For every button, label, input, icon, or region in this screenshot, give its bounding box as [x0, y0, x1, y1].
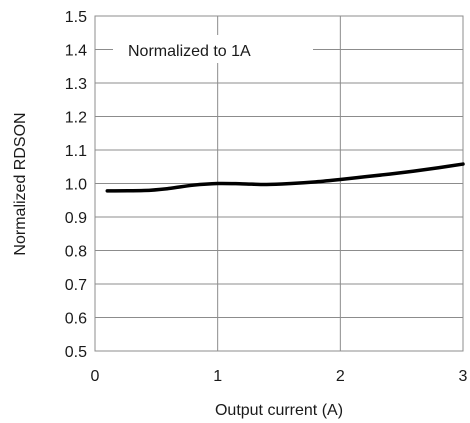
- y-tick-label: 0.6: [65, 311, 87, 328]
- x-tick-labels: 0 1 2 3: [91, 368, 468, 385]
- x-tick-label: 1: [213, 368, 222, 385]
- annotation-background: [113, 35, 313, 63]
- y-tick-labels: 0.5 0.6 0.7 0.8 0.9 1.0 1.1 1.2 1.3 1.4 1.5: [65, 9, 87, 361]
- annotation: Normalized to 1A: [113, 35, 313, 63]
- x-tick-label: 3: [459, 368, 468, 385]
- y-tick-label: 1.3: [65, 76, 87, 93]
- y-tick-label: 0.7: [65, 277, 87, 294]
- plot-frame: [94, 15, 464, 352]
- series: [105, 162, 465, 193]
- x-axis-title: Output current (A): [215, 402, 343, 419]
- y-tick-label: 1.5: [65, 9, 87, 26]
- series-line: [105, 162, 465, 193]
- plot-border: [94, 15, 464, 352]
- y-tick-label: 1.4: [65, 43, 87, 60]
- y-tick-label: 1.2: [65, 110, 87, 127]
- y-tick-label: 1.0: [65, 177, 87, 194]
- annotation-text: Normalized to 1A: [128, 43, 251, 60]
- y-tick-label: 0.8: [65, 244, 87, 261]
- y-tick-label: 1.1: [65, 143, 87, 160]
- x-tick-label: 0: [91, 368, 100, 385]
- y-tick-label: 0.9: [65, 210, 87, 227]
- y-tick-label: 0.5: [65, 344, 87, 361]
- x-tick-label: 2: [336, 368, 345, 385]
- y-axis-title: Normalized RDSON: [12, 112, 29, 255]
